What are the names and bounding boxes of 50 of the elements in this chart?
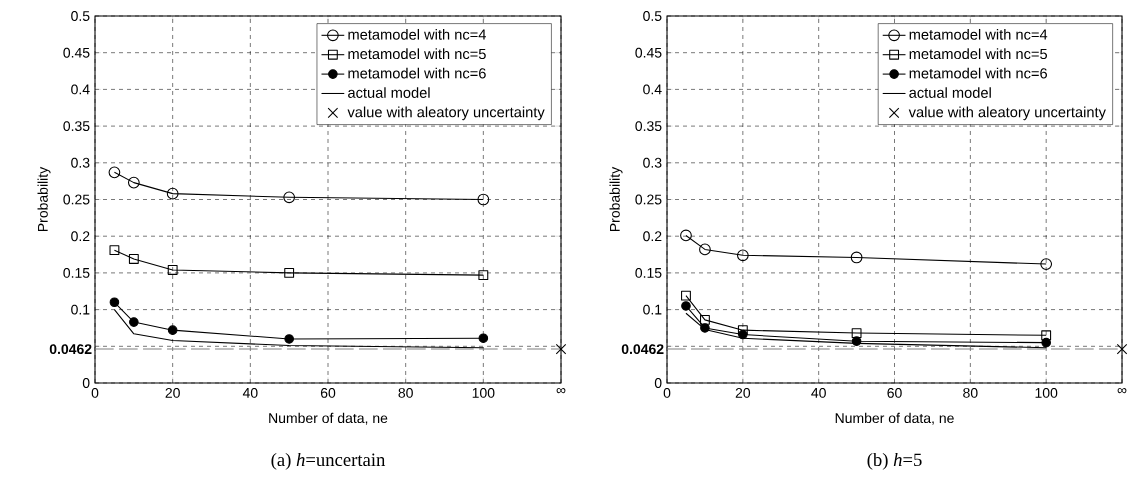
- legend-label: metamodel with nc=6: [909, 67, 1048, 79]
- x-tick-label: 80: [963, 387, 978, 398]
- y-axis-title: Probability: [609, 166, 623, 232]
- y-tick-label: 0.5: [643, 11, 662, 21]
- text: (b) h=5: [867, 452, 922, 470]
- y-tick-label: 0.1: [71, 304, 90, 315]
- y-axis-title: Probability: [37, 166, 51, 232]
- x-tick-label: 20: [165, 387, 180, 398]
- y-tick-label: 0.4: [71, 84, 90, 95]
- legend-label: value with aleatory uncertainty: [347, 106, 545, 121]
- y-tick-label: 0.15: [63, 267, 90, 278]
- y-tick-label: 0.3: [71, 157, 90, 168]
- x-tick-label: 100: [1035, 387, 1058, 398]
- x-tick-label: 0: [663, 387, 671, 398]
- x-tick-label: ∞: [556, 387, 566, 394]
- legend-label: metamodel with nc=4: [348, 28, 486, 40]
- x-tick-label: 80: [398, 387, 413, 398]
- y-tick-label: 0.25: [63, 194, 90, 205]
- legend-label: actual model: [909, 87, 991, 98]
- x-tick-label: 0: [91, 387, 99, 398]
- y-tick-label: 0.35: [63, 121, 90, 132]
- y-tick-label: 0.1: [643, 304, 662, 315]
- y-tick-label: 0.3: [643, 157, 662, 168]
- x-axis-title: Number of data, ne: [269, 412, 388, 425]
- y-tick-label: 0.5: [71, 11, 90, 21]
- x-tick-label: ∞: [1117, 387, 1127, 394]
- legend-label: value with aleatory uncertainty: [908, 106, 1106, 121]
- y-tick-label: 0.35: [635, 121, 662, 132]
- y-tick-label: 0.4: [643, 84, 662, 95]
- y-tick-label: 0.25: [635, 194, 662, 205]
- y-tick-label: 0.2: [71, 231, 90, 242]
- text: (a) h=uncertain: [271, 452, 386, 470]
- x-tick-label: 60: [320, 387, 336, 398]
- legend-label: metamodel with nc=5: [909, 48, 1048, 60]
- ref-line-label: 0.0462: [49, 344, 92, 355]
- legend-label: metamodel with nc=6: [348, 67, 486, 79]
- y-tick-label: 0.45: [63, 47, 90, 58]
- x-tick-label: 40: [811, 387, 826, 398]
- y-tick-label: 0.15: [635, 267, 662, 278]
- x-tick-label: 60: [887, 387, 902, 398]
- x-tick-label: 40: [242, 387, 258, 398]
- x-tick-label: 20: [735, 387, 751, 398]
- legend-label: metamodel with nc=4: [909, 28, 1048, 40]
- y-tick-label: 0.45: [635, 47, 662, 58]
- y-tick-label: 0.2: [643, 231, 662, 242]
- x-tick-label: 100: [472, 387, 495, 398]
- ref-line-label: 0.0462: [621, 344, 664, 355]
- legend-label: metamodel with nc=5: [348, 48, 486, 60]
- legend-label: actual model: [348, 87, 430, 98]
- x-axis-title: Number of data, ne: [835, 412, 954, 425]
